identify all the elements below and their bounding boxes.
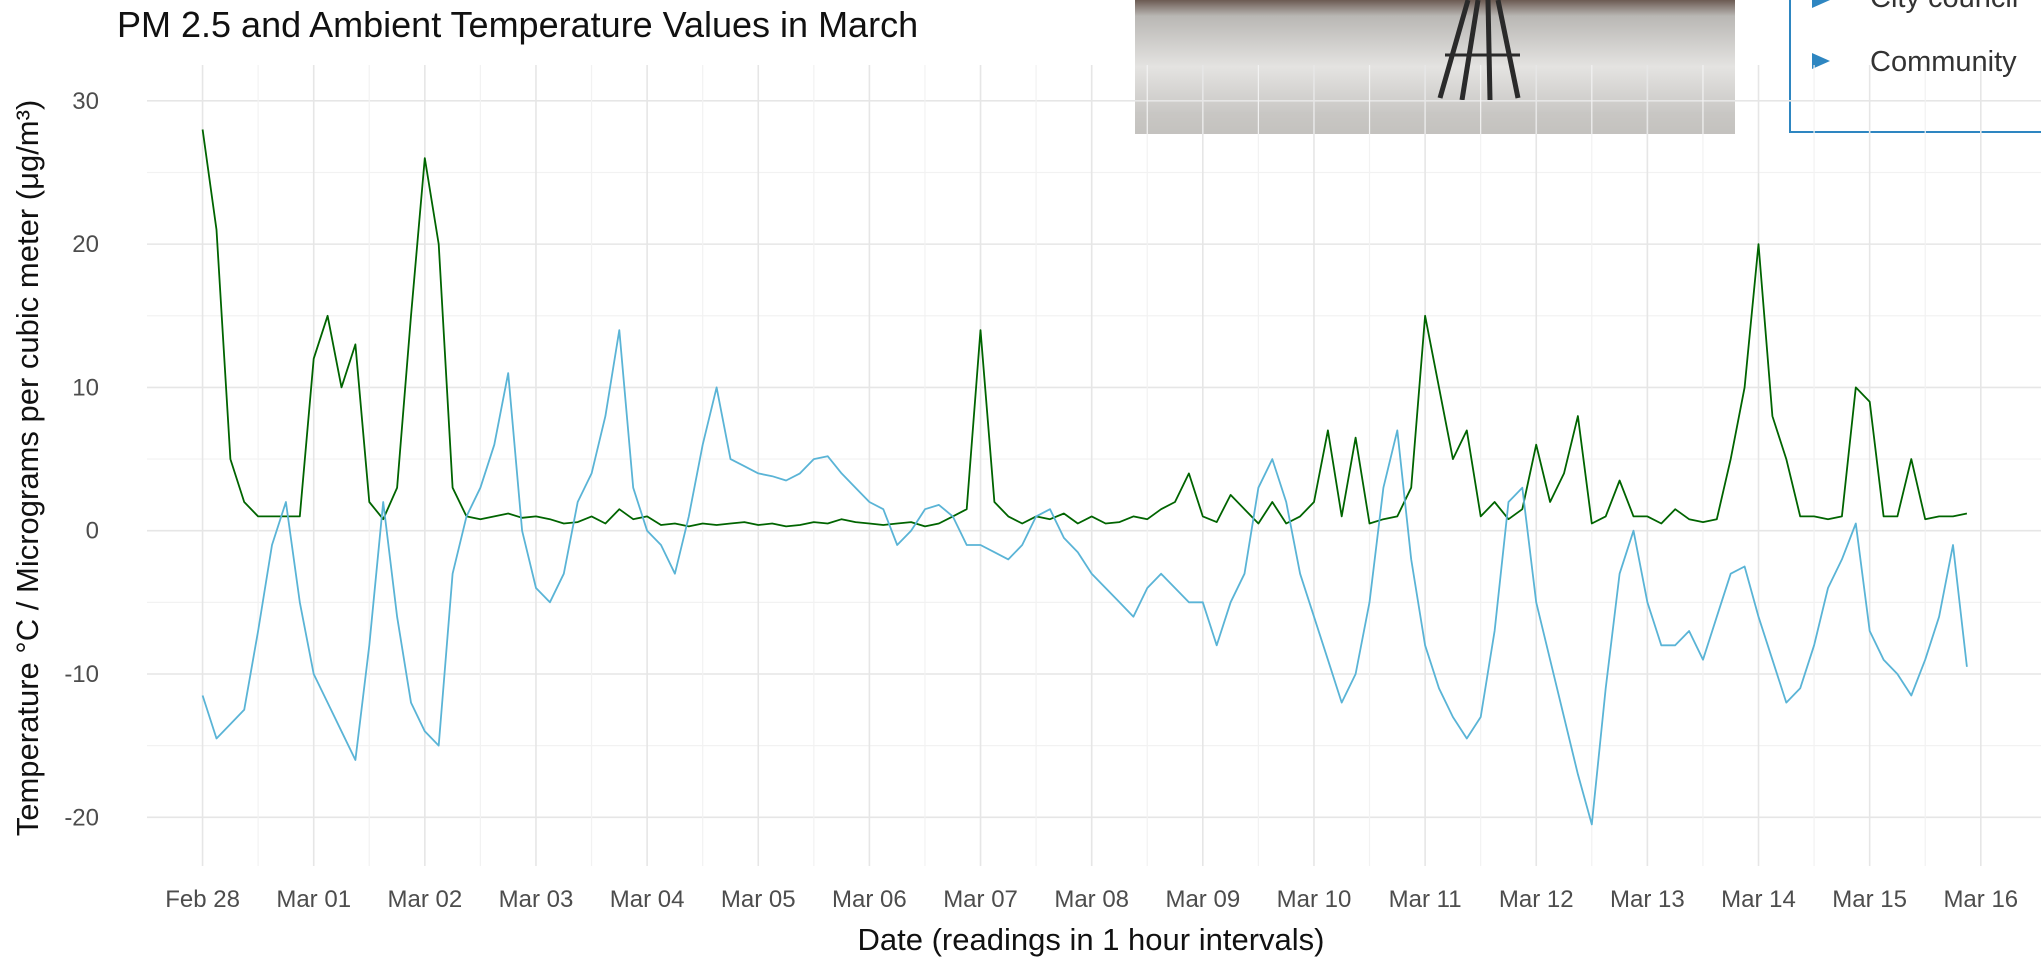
data-line [201, 329, 1968, 826]
bullet-text: Community [1870, 46, 2017, 78]
y-tick-label: 10 [72, 374, 99, 401]
y-axis-title: Temperature °C / Micrograms per cubic me… [10, 100, 45, 837]
y-tick-label: -20 [64, 804, 99, 831]
chart-title: PM 2.5 and Ambient Temperature Values in… [117, 4, 918, 45]
x-tick-label: Mar 08 [1054, 886, 1129, 913]
photo [1135, 0, 1735, 134]
y-tick-label: 0 [86, 518, 99, 545]
grid: -20 -10 0 10 20 30 Feb 28 Mar 01 Mar 02 Mar 03 Mar… [64, 65, 2041, 913]
x-tick-label: Feb 28 [165, 886, 240, 913]
x-tick-label: Mar 07 [943, 886, 1018, 913]
bullet-text: City council [1870, 0, 2018, 14]
x-tick-label: Mar 03 [499, 886, 574, 913]
x-tick-label: Mar 14 [1721, 886, 1796, 913]
x-tick-label: Mar 09 [1165, 886, 1240, 913]
x-axis-title: Date (readings in 1 hour intervals) [858, 922, 1325, 957]
y-tick-label: 20 [72, 231, 99, 258]
x-tick-label: Mar 01 [276, 886, 351, 913]
y-tick-label: -10 [64, 661, 99, 688]
x-tick-label: Mar 05 [721, 886, 796, 913]
data-line [201, 129, 1968, 528]
x-tick-label: Mar 12 [1499, 886, 1574, 913]
text-panel: City council Community [1789, 0, 2041, 133]
x-tick-label: Mar 15 [1832, 886, 1907, 913]
x-tick-label: Mar 02 [387, 886, 462, 913]
x-tick-label: Mar 10 [1277, 886, 1352, 913]
plot [201, 129, 1968, 826]
x-tick-label: Mar 13 [1610, 886, 1685, 913]
x-tick-label: Mar 11 [1389, 886, 1462, 913]
y-tick-label: 30 [72, 88, 99, 115]
x-tick-label: Mar 04 [610, 886, 685, 913]
x-tick-label: Mar 16 [1943, 886, 2018, 913]
x-tick-label: Mar 06 [832, 886, 907, 913]
